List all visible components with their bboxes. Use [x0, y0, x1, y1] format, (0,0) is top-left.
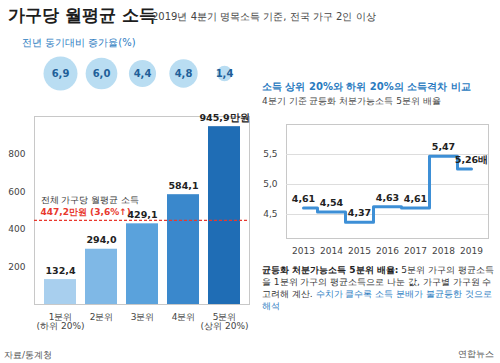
svg-text:4,54: 4,54 — [320, 197, 344, 208]
svg-text:전체 가구당 월평균 소득: 전체 가구당 월평균 소득 — [41, 195, 140, 205]
svg-text:2019: 2019 — [460, 246, 483, 256]
svg-text:447,2만원 (3,6%↑): 447,2만원 (3,6%↑) — [41, 207, 131, 217]
svg-text:132,4: 132,4 — [45, 265, 75, 276]
html-text:가구당 월평균 소득: 가구당 월평균 소득 — [8, 5, 156, 25]
svg-text:4분위: 4분위 — [172, 312, 196, 322]
svg-text:4,5: 4,5 — [263, 209, 277, 219]
svg-text:5,26배: 5,26배 — [455, 154, 488, 165]
svg-text:800: 800 — [8, 149, 25, 159]
svg-text:6,9: 6,9 — [52, 68, 70, 79]
svg-text:1,4: 1,4 — [216, 68, 234, 79]
html-text:자료/통계청: 자료/통계청 — [4, 350, 52, 360]
svg-text:3분위: 3분위 — [131, 312, 155, 322]
svg-text:6,0: 6,0 — [93, 68, 111, 79]
svg-text:2016: 2016 — [376, 246, 399, 256]
html-text:연합뉴스: 연합뉴스 — [458, 349, 494, 359]
svg-text:4,8: 4,8 — [175, 68, 193, 79]
svg-text:4,4: 4,4 — [134, 68, 152, 79]
svg-text:2015: 2015 — [348, 246, 371, 256]
svg-text:294,0: 294,0 — [86, 234, 116, 245]
svg-text:584,1: 584,1 — [168, 180, 198, 191]
svg-text:4,61: 4,61 — [292, 193, 315, 204]
svg-text:5분위(상위 20%): 5분위(상위 20%) — [201, 312, 249, 331]
html-text:균등화 처분가능소득 5분위 배율: 5분위 가구의 평균소: 균등화 처분가능소득 5분위 배율: 5분위 가구의 평균소득을 1분위 가구의… — [262, 265, 494, 311]
html-text:4분기 기준 균등화 처분가능소득 5분위 배율: 4분기 기준 균등화 처분가능소득 5분위 배율 — [262, 96, 441, 106]
svg-text:945,9만원: 945,9만원 — [199, 112, 249, 123]
svg-text:1분위(하위 20%): 1분위(하위 20%) — [37, 312, 85, 331]
svg-text:4,37: 4,37 — [348, 207, 371, 218]
svg-text:600: 600 — [8, 187, 25, 197]
svg-text:4,63: 4,63 — [376, 192, 399, 203]
svg-text:200: 200 — [8, 262, 25, 272]
svg-text:4,61: 4,61 — [404, 193, 427, 204]
svg-text:400: 400 — [8, 224, 25, 234]
svg-text:2018: 2018 — [432, 246, 455, 256]
svg-text:5,47: 5,47 — [432, 141, 455, 152]
svg-text:5,0: 5,0 — [263, 179, 278, 189]
svg-text:2014: 2014 — [320, 246, 343, 256]
svg-text:2017: 2017 — [404, 246, 427, 256]
html-text:2019년 4분기 명목소득 기준, 전국 가구 2인 이상: 2019년 4분기 명목소득 기준, 전국 가구 2인 이상 — [152, 11, 376, 22]
html-text:전년 동기대비 증가율(%): 전년 동기대비 증가율(%) — [22, 37, 136, 48]
html-text:소득 상위 20%와 하위 20%의 소득격차 비교: 소득 상위 20%와 하위 20%의 소득격차 비교 — [262, 81, 471, 92]
svg-text:429,1: 429,1 — [127, 209, 157, 220]
svg-text:2분위: 2분위 — [90, 312, 114, 322]
svg-text:2013: 2013 — [292, 246, 315, 256]
svg-text:5,5: 5,5 — [263, 149, 277, 159]
